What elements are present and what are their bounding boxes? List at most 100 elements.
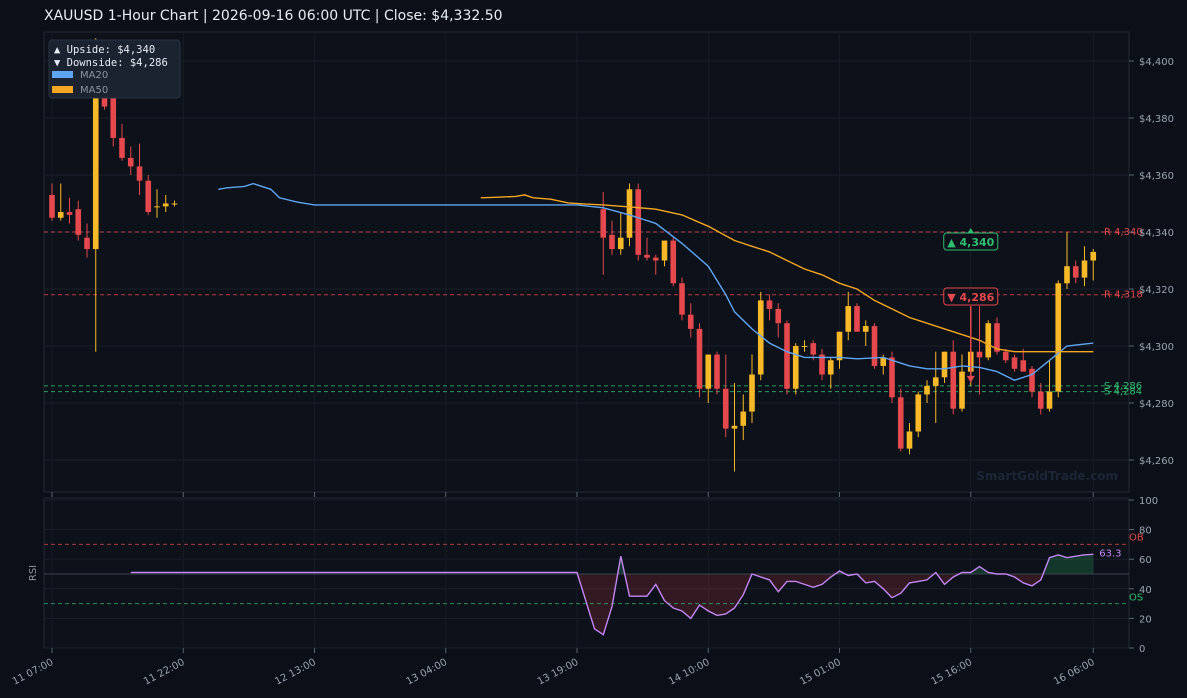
candle-body [110, 98, 117, 138]
candle-body [1081, 260, 1088, 278]
price-tick-label: $4,340 [1139, 228, 1174, 239]
chart-title: XAUUSD 1-Hour Chart | 2026-09-16 06:00 U… [44, 8, 503, 24]
candle-body [722, 388, 729, 429]
price-tick-label: $4,260 [1139, 456, 1174, 467]
candle-body [1037, 391, 1044, 409]
oversold-label: OS [1129, 593, 1143, 604]
candle-body [49, 194, 55, 218]
candle-body [906, 431, 913, 449]
x-tick-label: 16 06:00 [1052, 657, 1097, 688]
rsi-series [130, 553, 1094, 636]
candle-body [171, 203, 178, 205]
candle-body [854, 306, 860, 332]
candle-body [705, 354, 712, 389]
candle-body [845, 306, 852, 332]
candle-body [635, 189, 642, 255]
rsi-last-value: 63.3 [1099, 548, 1121, 559]
rsi-tick-label: 20 [1139, 614, 1152, 625]
candle-body [1046, 391, 1053, 409]
candles [49, 38, 1097, 472]
x-tick-label: 11 07:00 [11, 657, 56, 688]
candle-body [1029, 368, 1035, 392]
candle-body [889, 357, 895, 398]
candle-body [749, 374, 755, 412]
candle-body [617, 237, 624, 250]
candle-body [145, 180, 152, 213]
ma50-line [480, 194, 1094, 353]
candle-body [731, 425, 738, 429]
price-tick-label: $4,300 [1139, 342, 1174, 353]
candle-body [119, 137, 125, 158]
downside-text: ▼ Downside: $4,286 [54, 57, 168, 69]
ma20-line [218, 182, 1094, 381]
x-tick-label: 14 10:00 [667, 657, 712, 688]
price-tick-label: $4,280 [1139, 399, 1174, 410]
x-tick-label: 15 16:00 [929, 657, 974, 688]
candle-body [127, 157, 134, 167]
x-tick-label: 11 22:00 [142, 657, 187, 688]
candle-body [670, 240, 677, 284]
candle-body [57, 212, 64, 218]
candle-body [626, 189, 633, 238]
candle-body [1020, 360, 1027, 372]
candle-body [819, 354, 825, 375]
candle-body [740, 411, 747, 426]
target-down-badge [943, 287, 999, 306]
annotations: ▲ 4,340 ▼ 4,286 [943, 228, 999, 383]
target-up-label: ▲ 4,340 [947, 236, 994, 249]
candle-body [1072, 266, 1079, 278]
rsi-tick-label: 40 [1139, 585, 1152, 596]
legend-ma20-swatch [52, 71, 73, 78]
rsi-tick-label: 60 [1139, 555, 1152, 566]
candle-body [757, 300, 764, 375]
upside-text: ▲ Upside: $4,340 [54, 44, 155, 56]
legend-ma50-label: MA50 [80, 85, 108, 96]
target-down-label: ▼ 4,286 [947, 291, 994, 304]
price-tick-label: $4,400 [1139, 57, 1174, 68]
level-label: S 4,284 [1104, 387, 1142, 398]
candle-body [792, 346, 799, 389]
price-tick-label: $4,320 [1139, 285, 1174, 296]
candle-body [75, 209, 82, 235]
candle-body [897, 397, 904, 449]
candle-body [810, 343, 817, 355]
candle-body [714, 354, 720, 389]
x-tick-label: 13 19:00 [536, 657, 581, 688]
candle-body [1055, 283, 1062, 392]
candle-body [609, 234, 615, 250]
candle-body [941, 351, 948, 378]
candle-body [644, 254, 650, 258]
candle-body [959, 371, 965, 409]
candle-body [985, 323, 992, 358]
rsi-tick-label: 0 [1139, 644, 1145, 655]
candle-body [915, 394, 922, 432]
candle-body [154, 206, 160, 208]
candle-body [950, 351, 957, 409]
x-tick-label: 12 13:00 [273, 657, 318, 688]
candle-body [661, 240, 668, 261]
candle-body [696, 328, 703, 389]
grid-lines [44, 32, 1129, 649]
moving-averages [218, 182, 1094, 381]
candle-body [652, 257, 659, 261]
target-up-badge [943, 232, 999, 251]
candle-body [1002, 351, 1009, 361]
candle-body [679, 283, 685, 315]
rsi-tick-label: 80 [1139, 526, 1152, 537]
rsi-fill-area [577, 554, 1094, 635]
candle-body [66, 212, 73, 215]
candle-body [871, 326, 878, 366]
candle-body [836, 331, 843, 361]
candle-body [976, 351, 983, 358]
candle-body [827, 360, 834, 375]
overbought-label: OB [1129, 532, 1144, 543]
target-up-arrowhead [967, 228, 974, 233]
candle-body [880, 357, 887, 366]
candle-body [801, 346, 808, 347]
candle-body [600, 209, 607, 238]
rsi-axis-label: RSI [28, 565, 39, 581]
watermark: SmartGoldTrade.com [976, 469, 1118, 483]
price-panel [43, 31, 1130, 493]
rsi-tick-label: 100 [1139, 496, 1158, 507]
candle-body [775, 308, 782, 324]
